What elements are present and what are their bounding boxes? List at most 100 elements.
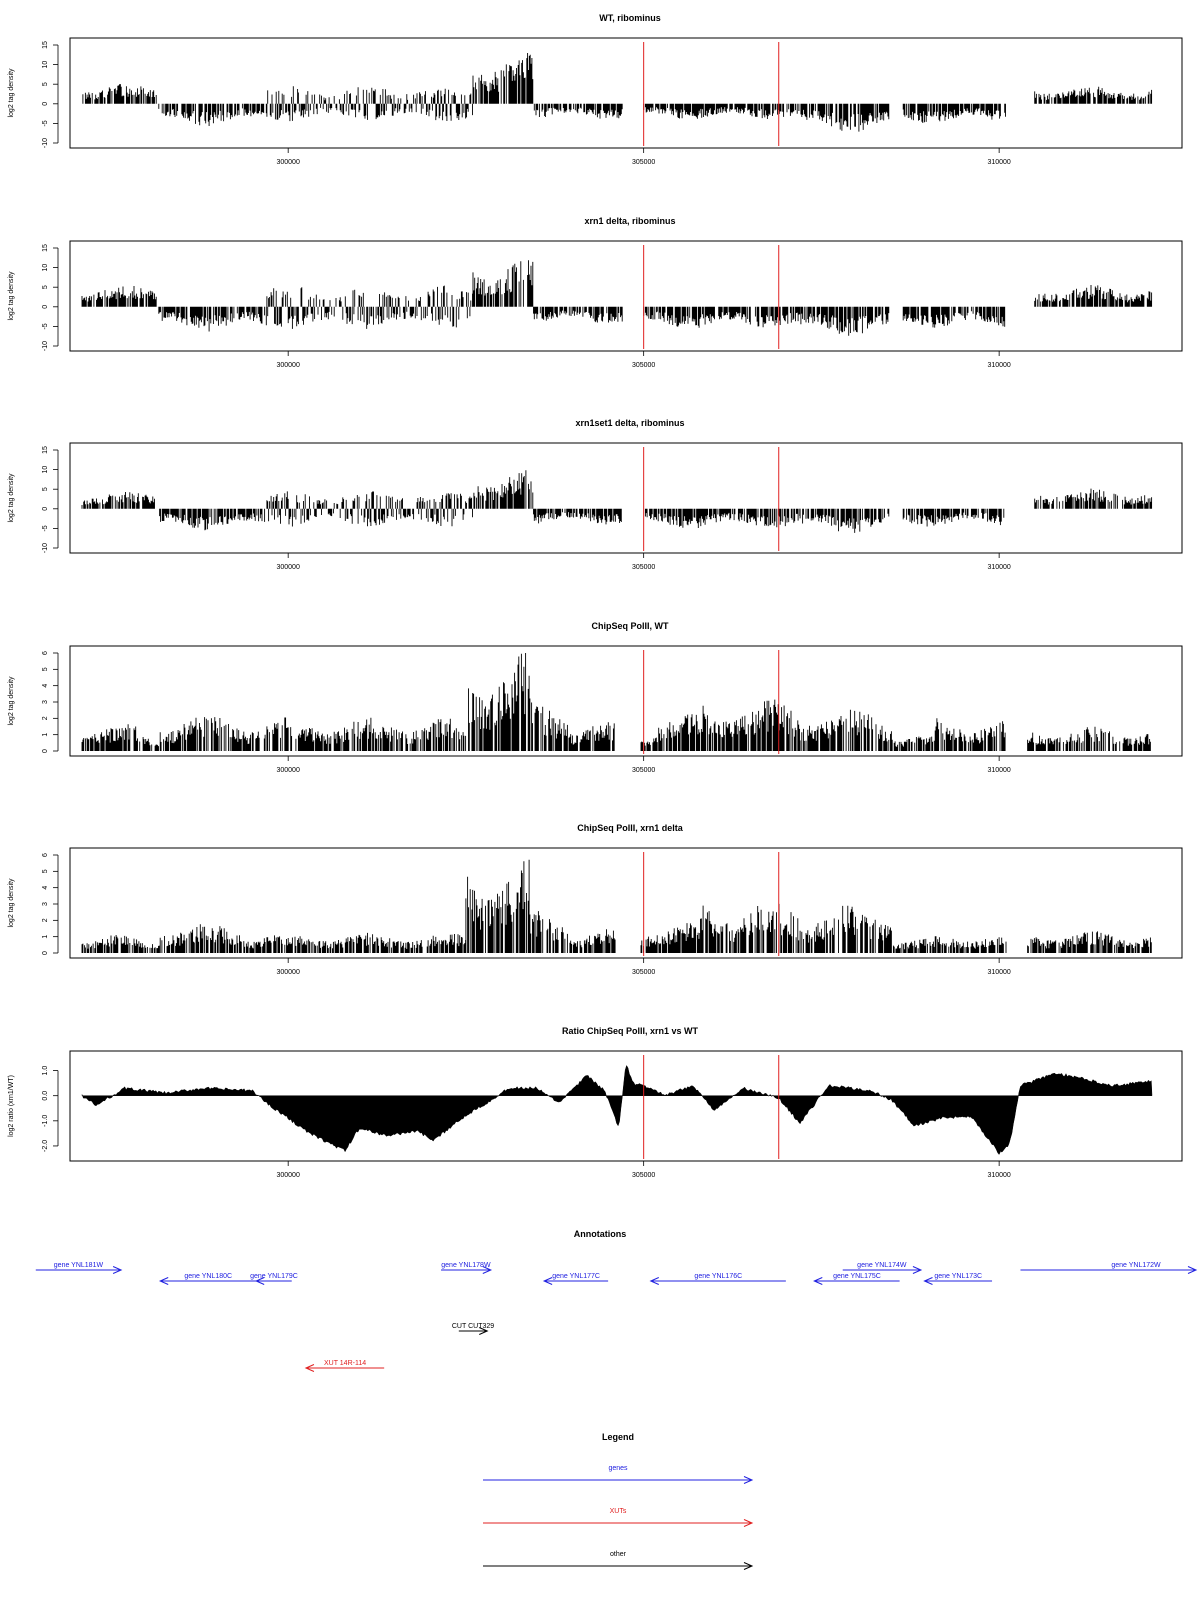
signal-bars [1035, 87, 1152, 104]
y-tick-label: 10 [42, 61, 49, 69]
y-axis-label: log2 tag density [8, 68, 15, 118]
x-tick-label: 300000 [276, 159, 299, 166]
y-tick-label: 0.0 [42, 1091, 49, 1101]
y-axis-label: log2 ratio (xrn1/WT) [8, 1075, 15, 1137]
signal-bars [701, 904, 799, 953]
legend-label: XUTs [610, 1508, 627, 1515]
y-tick-label: 0 [42, 507, 49, 511]
data-series [82, 860, 1151, 953]
signal-bars [1035, 285, 1152, 307]
y-tick-label: -10 [42, 138, 49, 148]
signal-bars [160, 924, 245, 953]
signal-bars [473, 53, 533, 104]
data-series [82, 1066, 1152, 1155]
feature-label: CUT CUT329 [452, 1323, 494, 1330]
signal-bars [1035, 489, 1152, 509]
legend-arrow [483, 1477, 752, 1484]
signal-bars [159, 104, 266, 126]
data-series [82, 260, 1152, 336]
signal-bars [530, 911, 568, 953]
signal-bars [644, 104, 799, 119]
data-series [83, 53, 1152, 132]
chart-panel-5: ChipSeq PolII, xrn1 delta0123456log2 tag… [8, 823, 1182, 976]
y-tick-label: 15 [42, 244, 49, 252]
feature-label: gene YNL179C [250, 1273, 298, 1280]
feature-label: gene YNL178W [441, 1262, 491, 1269]
x-tick-label: 310000 [987, 767, 1010, 774]
signal-bars [903, 104, 1005, 123]
y-tick-label: -2.0 [42, 1140, 49, 1152]
y-axis-label: log2 tag density [8, 676, 15, 726]
feature-label: gene YNL177C [552, 1273, 600, 1280]
plot-frame [70, 443, 1182, 553]
signal-bars [801, 307, 889, 336]
signal-bars [267, 286, 473, 329]
y-tick-label: 2 [42, 716, 49, 720]
x-tick-label: 300000 [276, 362, 299, 369]
x-tick-label: 305000 [632, 564, 655, 571]
y-tick-label: 5 [42, 285, 49, 289]
chart-panel-4: ChipSeq PolII, WT 0 1 2 3 4 5 6 log2 tag density… [8, 621, 1182, 774]
signal-bars [82, 286, 156, 307]
y-tick-label: 2 [42, 918, 49, 922]
y-tick-label: 4 [42, 886, 49, 890]
signal-bars [530, 699, 568, 752]
x-tick-label: 310000 [987, 362, 1010, 369]
y-tick-label: -5 [42, 525, 49, 531]
signal-bars [469, 653, 530, 751]
chart-panel-1: WT, ribominus -10 -5 0 5 10 15 log2 tag density… [8, 13, 1182, 166]
signal-bars [1028, 727, 1151, 751]
signal-bars [570, 929, 615, 953]
panel-title: Ratio ChipSeq PolII, xrn1 vs WT [562, 1026, 699, 1036]
y-tick-label: 1.0 [42, 1066, 49, 1076]
annotations-title: Annotations [574, 1229, 627, 1239]
signal-bars [641, 923, 700, 953]
feature-label: gene YNL181W [54, 1262, 104, 1269]
feature-arrow [1020, 1267, 1196, 1274]
x-tick-label: 310000 [987, 159, 1010, 166]
signal-bars [246, 718, 466, 752]
y-tick-label: 6 [42, 853, 49, 857]
panel-title: ChipSeq PolII, WT [592, 621, 669, 631]
signal-bars [894, 737, 934, 751]
signal-bars [82, 492, 155, 509]
data-series [82, 653, 1150, 751]
signal-bars [800, 710, 892, 751]
y-tick-label: 0 [42, 749, 49, 753]
y-tick-label: 5 [42, 869, 49, 873]
feature-label: gene YNL180C [184, 1273, 232, 1280]
y-tick-label: 5 [42, 82, 49, 86]
panel-title: WT, ribominus [599, 13, 661, 23]
y-tick-label: -5 [42, 323, 49, 329]
y-axis-label: log2 tag density [8, 878, 15, 928]
y-tick-label: -10 [42, 543, 49, 553]
y-tick-label: 3 [42, 902, 49, 906]
legend-arrow [483, 1520, 752, 1527]
ratio-area [82, 1066, 1152, 1155]
y-tick-label: -1.0 [42, 1115, 49, 1127]
y-tick-label: 3 [42, 700, 49, 704]
feature-label: gene YNL172W [1111, 1262, 1161, 1269]
signal-bars [82, 724, 138, 751]
y-tick-label: 0 [42, 951, 49, 955]
signal-bars [903, 307, 1005, 328]
signal-bars [83, 84, 156, 104]
x-tick-label: 305000 [632, 362, 655, 369]
y-tick-label: 6 [42, 651, 49, 655]
x-tick-label: 305000 [632, 767, 655, 774]
signal-bars [534, 104, 622, 119]
chart-panel-6: Ratio ChipSeq PolII, xrn1 vs WT -2.0 -1.0 0… [8, 1026, 1182, 1179]
plot-frame [70, 241, 1182, 351]
y-tick-label: 4 [42, 684, 49, 688]
x-tick-label: 300000 [276, 1172, 299, 1179]
y-tick-label: 0 [42, 305, 49, 309]
signal-bars [534, 307, 623, 323]
signal-bars [139, 941, 160, 953]
signal-bars [474, 470, 533, 509]
annotations-panel: Annotations gene YNL181W gene YNL180C gene… [36, 1229, 1196, 1372]
signal-bars [246, 933, 465, 953]
y-tick-label: 15 [42, 446, 49, 454]
y-tick-label: 5 [42, 487, 49, 491]
signal-bars [1028, 931, 1152, 953]
legend-label: other [610, 1551, 627, 1558]
